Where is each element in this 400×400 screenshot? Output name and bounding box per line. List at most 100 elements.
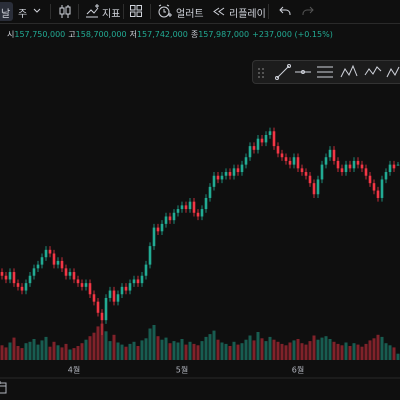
volume-bar bbox=[248, 335, 252, 360]
volume-bar bbox=[236, 344, 240, 360]
candle-body bbox=[240, 164, 244, 173]
candle-body bbox=[320, 164, 324, 180]
candle-body bbox=[236, 168, 240, 173]
candle-body bbox=[112, 290, 116, 302]
volume-bar bbox=[280, 343, 284, 360]
volume-bar bbox=[92, 332, 96, 360]
volume-bar bbox=[140, 340, 144, 360]
candle-body bbox=[8, 272, 12, 280]
candle-body bbox=[356, 160, 360, 165]
legend-label: 저 bbox=[129, 30, 137, 39]
candle-body bbox=[204, 197, 208, 210]
volume-bar bbox=[360, 346, 364, 360]
candle-body bbox=[140, 275, 144, 284]
candle-body bbox=[184, 205, 188, 210]
candle-body bbox=[108, 290, 112, 298]
volume-bar bbox=[276, 341, 280, 360]
volume-bar bbox=[308, 341, 312, 360]
volume-bar bbox=[60, 347, 64, 360]
alert-icon[interactable] bbox=[157, 4, 172, 19]
candle-body bbox=[36, 264, 40, 269]
chart-type-button[interactable] bbox=[58, 4, 72, 19]
volume-bar bbox=[232, 341, 236, 360]
volume-bar bbox=[12, 337, 16, 360]
volume-bar bbox=[220, 342, 224, 360]
drag-handle[interactable] bbox=[258, 68, 264, 78]
candle-body bbox=[48, 249, 52, 254]
candle-body bbox=[328, 149, 332, 158]
candle-body bbox=[168, 216, 172, 221]
candle-body bbox=[20, 286, 24, 291]
indicators-icon[interactable] bbox=[85, 4, 99, 18]
volume-bar bbox=[72, 348, 76, 360]
separator bbox=[78, 4, 79, 19]
volume-bar bbox=[172, 341, 176, 360]
volume-bar bbox=[16, 346, 20, 360]
candle-body bbox=[52, 253, 56, 265]
x-tick-label: 4월 bbox=[68, 365, 80, 375]
volume-bar bbox=[324, 336, 328, 360]
alert-button[interactable]: 얼러트 bbox=[176, 9, 204, 20]
candle-body bbox=[280, 153, 284, 158]
separator bbox=[268, 4, 269, 19]
candle-body bbox=[104, 297, 108, 321]
volume-bar bbox=[56, 345, 60, 360]
candle-body bbox=[388, 164, 392, 173]
volume-bar bbox=[380, 336, 384, 360]
tool-icons[interactable] bbox=[275, 64, 400, 80]
volume-bar bbox=[192, 343, 196, 360]
volume-bar bbox=[344, 342, 348, 360]
calendar-icon bbox=[0, 382, 7, 394]
volume-bar bbox=[160, 339, 164, 360]
volume-bar bbox=[148, 328, 152, 360]
candle-body bbox=[180, 205, 184, 210]
candle-body bbox=[352, 160, 356, 169]
candle-body bbox=[284, 157, 288, 161]
volume-bar bbox=[88, 336, 92, 360]
interval-button[interactable]: 날 bbox=[1, 9, 11, 20]
candle-body bbox=[312, 183, 316, 195]
layout-button[interactable] bbox=[130, 5, 142, 17]
candle-body bbox=[324, 157, 328, 165]
volume-bar bbox=[52, 341, 56, 360]
replay-icon[interactable] bbox=[213, 7, 225, 16]
candle-body bbox=[292, 157, 296, 165]
volume-bar bbox=[156, 336, 160, 360]
legend-label: 시 bbox=[7, 30, 15, 39]
candle-body bbox=[244, 157, 248, 165]
candle-body bbox=[376, 190, 380, 198]
candle-body bbox=[80, 283, 84, 287]
volume-bar bbox=[0, 345, 4, 360]
indicators-button[interactable]: 지표 bbox=[102, 9, 121, 20]
volume-bar bbox=[388, 345, 392, 360]
candle-body bbox=[300, 168, 304, 173]
volume-bar bbox=[376, 334, 380, 360]
undo-button[interactable] bbox=[279, 6, 291, 16]
interval-dropdown[interactable] bbox=[33, 8, 41, 14]
toolbar: 날 주 지표 얼러트 리플레이 bbox=[0, 0, 400, 24]
replay-button[interactable]: 리플레이 bbox=[229, 9, 266, 20]
candle-body bbox=[152, 227, 156, 247]
interval-button[interactable]: 주 bbox=[18, 9, 28, 20]
volume-bar bbox=[300, 343, 304, 360]
volume-bar bbox=[340, 345, 344, 360]
active-interval-bg bbox=[0, 2, 13, 21]
candle-body bbox=[392, 164, 396, 169]
volume-bar bbox=[312, 335, 316, 360]
legend-label: 고 bbox=[68, 30, 76, 39]
volume-bar bbox=[164, 337, 168, 360]
candle-body bbox=[4, 275, 8, 280]
volume-bar bbox=[256, 332, 260, 360]
volume-bar bbox=[292, 340, 296, 360]
volume-bar bbox=[228, 346, 232, 360]
candle-body bbox=[28, 275, 32, 284]
volume-bar bbox=[184, 344, 188, 360]
volume-bar bbox=[372, 338, 376, 360]
volume-bar bbox=[108, 341, 112, 360]
legend-value: 158,700,000 bbox=[75, 30, 127, 39]
go-to-date-button[interactable] bbox=[0, 381, 7, 394]
volume-bar bbox=[68, 349, 72, 360]
redo-button[interactable] bbox=[302, 6, 314, 16]
candle-body bbox=[276, 146, 280, 154]
volume-bar bbox=[64, 343, 68, 360]
